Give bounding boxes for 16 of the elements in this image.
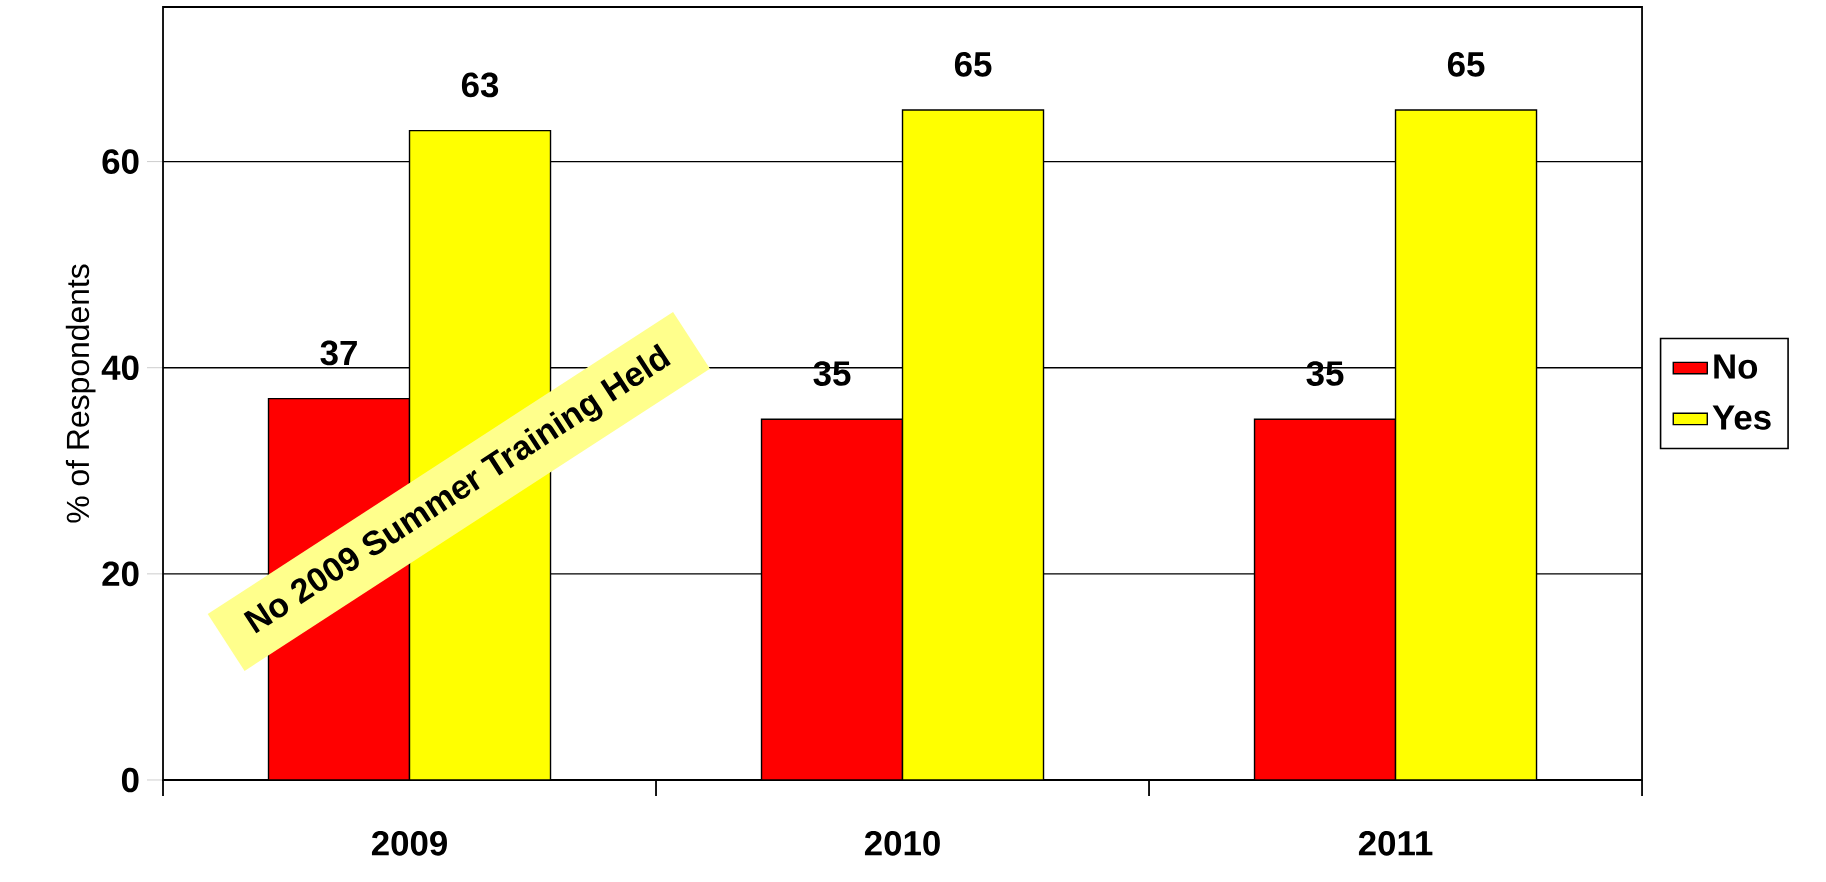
legend-label: Yes (1712, 405, 1771, 430)
y-axis-title: % of Respondents (65, 264, 96, 523)
data-label: 63 (461, 72, 499, 98)
y-tick-label: 60 (102, 149, 139, 174)
x-tick-label: 2010 (864, 831, 940, 856)
data-label: 37 (320, 340, 357, 366)
y-tick-label: 0 (121, 767, 139, 793)
legend-label: No (1714, 354, 1758, 379)
data-label: 35 (1306, 361, 1344, 386)
y-tick-label: 40 (101, 355, 139, 381)
x-tick-label: 2009 (371, 831, 447, 856)
x-tick-label: 2011 (1358, 831, 1433, 856)
data-label: 35 (813, 361, 851, 386)
y-tick-label: 20 (102, 561, 139, 587)
data-label: 65 (1447, 52, 1485, 77)
data-label: 65 (954, 52, 992, 77)
